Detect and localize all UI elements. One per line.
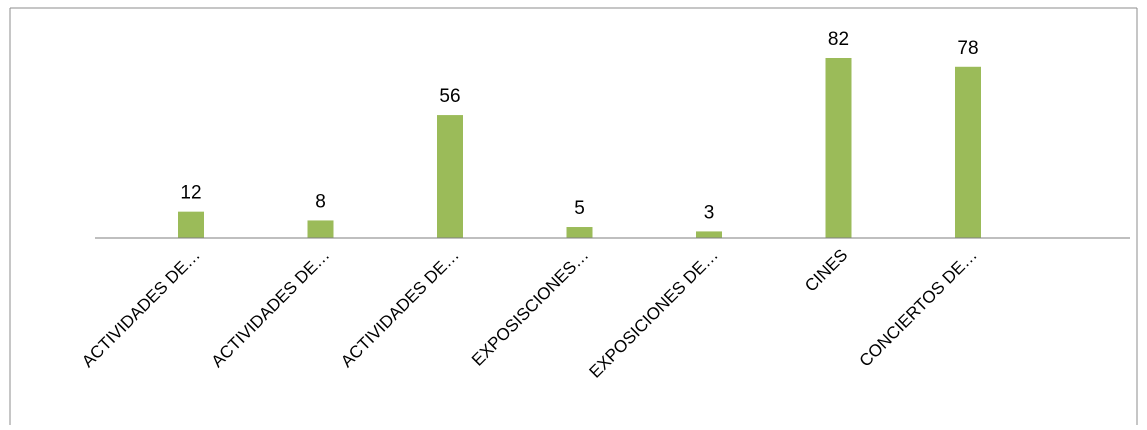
bar: [825, 58, 852, 238]
category-label: ACTIVIDADES DE…: [78, 245, 204, 371]
category-label: CONCIERTOS DE…: [856, 245, 981, 370]
data-label: 8: [315, 191, 326, 212]
category-label: ACTIVIDADES DE…: [208, 245, 334, 371]
category-label: EXPOSISCIONES…: [468, 245, 592, 369]
bar: [955, 66, 981, 238]
bar: [307, 220, 334, 238]
category-label: ACTIVIDADES DE…: [337, 245, 463, 371]
data-label: 5: [574, 198, 585, 219]
data-label: 12: [180, 183, 201, 204]
bars-group: [178, 58, 981, 238]
bar: [566, 227, 593, 238]
category-labels-group: ACTIVIDADES DE… ACTIVIDADES DE… ACTIVIDADE…: [78, 245, 981, 381]
data-label: 82: [828, 29, 849, 50]
category-label: EXPOSICIONES DE…: [585, 245, 721, 381]
data-label: 56: [439, 86, 460, 107]
bar: [437, 115, 463, 238]
bar: [696, 231, 722, 238]
data-label: 3: [704, 202, 715, 223]
category-label: CINES: [801, 245, 851, 295]
data-label: 78: [957, 38, 978, 59]
data-labels-group: 12 8 56 5 3 82 78: [180, 29, 978, 223]
bar: [178, 211, 204, 238]
